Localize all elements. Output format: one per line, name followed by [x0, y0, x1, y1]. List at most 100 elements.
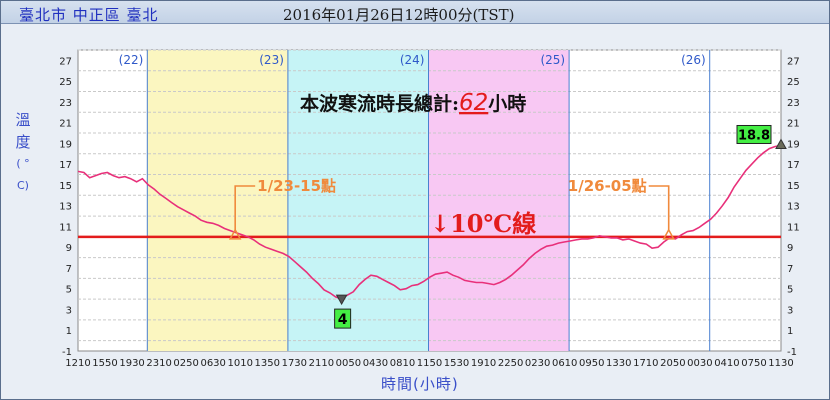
annotation-group: 1/23-15點 1/26-05點 4 18.8 本波寒流時長總計:62小時 ↓10℃線 [257, 90, 770, 328]
y-tick-right: 3 [787, 305, 793, 316]
x-tick: 1010 [228, 358, 253, 369]
station-location: 臺北市 中正區 臺北 [19, 6, 159, 24]
y-tick-right: 7 [787, 264, 793, 275]
x-tick: 0430 [363, 358, 388, 369]
x-tick: 2250 [498, 358, 523, 369]
x-tick: 0030 [687, 358, 712, 369]
marker-group [228, 124, 787, 329]
start-marker-bracket [234, 185, 256, 231]
threshold-label: ↓10℃線 [430, 209, 536, 238]
series-group [77, 144, 782, 300]
y-tick-right: 1 [787, 326, 793, 337]
y-tick-right: -1 [787, 347, 797, 358]
header-bar: 臺北市 中正區 臺北 2016年01月26日12時00分(TST) [1, 1, 829, 24]
x-tick: 1930 [119, 358, 144, 369]
day-label-3: (24) [400, 53, 425, 67]
y-tick-left: 9 [66, 243, 72, 254]
y-tick-left: 11 [59, 222, 72, 233]
end-marker-bracket [648, 185, 670, 231]
latest-marker-triangle [775, 138, 787, 149]
day-label-5: (26) [681, 53, 706, 67]
day-label-1: (22) [119, 53, 144, 67]
y-tick-right: 21 [787, 119, 800, 130]
x-tick: 1550 [92, 358, 117, 369]
y-tick-right: 27 [787, 56, 800, 67]
y-tick-left: 17 [59, 160, 72, 171]
start-marker-triangle [228, 228, 242, 240]
y-axis-label-char-2: 度 [15, 133, 31, 151]
y-tick-left: 7 [66, 264, 72, 275]
day-label-4: (25) [540, 53, 565, 67]
duration-annotation: 本波寒流時長總計:62小時 [300, 90, 526, 116]
x-tick: 0050 [336, 358, 361, 369]
x-axis-label: 時間(小時) [381, 375, 459, 393]
duration-value: 62 [459, 90, 488, 116]
observation-datetime: 2016年01月26日12時00分(TST) [283, 6, 515, 24]
x-tick: 1910 [471, 358, 496, 369]
y-axis-label-char-1: 溫 [15, 111, 31, 129]
day-band-1 [147, 50, 288, 351]
y-tick-right: 17 [787, 160, 800, 171]
duration-suffix: 小時 [488, 93, 526, 115]
x-tick: 1710 [633, 358, 658, 369]
x-tick: 0750 [741, 358, 766, 369]
min-badge-value: 4 [338, 312, 348, 328]
y-tick-left: 3 [66, 305, 72, 316]
y-tick-left: 1 [66, 326, 72, 337]
x-tick: 1530 [444, 358, 469, 369]
x-ticks: 1210 1550 1930 2310 0250 0630 1010 1350 1730 2110… [65, 358, 793, 369]
x-tick: 2310 [146, 358, 171, 369]
y-tick-left: 23 [59, 98, 72, 109]
y-tick-right: 15 [787, 181, 800, 192]
x-tick: 0950 [579, 358, 604, 369]
x-tick: 0810 [390, 358, 415, 369]
y-tick-right: 13 [787, 202, 800, 213]
y-tick-right: 19 [787, 139, 800, 150]
x-tick: 2050 [660, 358, 685, 369]
x-tick: 1730 [282, 358, 307, 369]
day-bands [147, 50, 570, 351]
min-marker-triangle [335, 294, 348, 306]
y-tick-left: 15 [59, 181, 72, 192]
x-tick: 0230 [525, 358, 550, 369]
x-tick: 0630 [200, 358, 225, 369]
day-dividers [146, 50, 711, 351]
latest-badge-box [736, 124, 772, 144]
y-tick-left: 27 [59, 56, 72, 67]
day-label-2: (23) [259, 53, 284, 67]
y-tick-left: -1 [62, 347, 72, 358]
duration-prefix: 本波寒流時長總計: [300, 92, 459, 115]
y-tick-left: 25 [59, 77, 72, 88]
y-tick-right: 23 [787, 98, 800, 109]
y-tick-right: 9 [787, 243, 793, 254]
x-tick: 0250 [173, 358, 198, 369]
day-band-3 [428, 50, 570, 351]
x-tick: 1130 [768, 358, 793, 369]
x-tick: 2110 [309, 358, 334, 369]
temperature-series-line [77, 144, 782, 300]
day-labels: (22) (23) (24) (25) (26) [119, 53, 706, 67]
y-tick-right: 25 [787, 77, 800, 88]
x-tick: 0410 [714, 358, 739, 369]
x-tick: 1210 [65, 358, 90, 369]
y-tick-left: 21 [59, 119, 72, 130]
end-marker-triangle [662, 228, 675, 240]
y-tick-left: 13 [59, 202, 72, 213]
y-axis-label: 溫 度 ( ° C) [11, 109, 35, 197]
latest-badge-value: 18.8 [738, 128, 770, 143]
end-marker-label: 1/26-05點 [568, 177, 647, 195]
grid-lines [78, 49, 781, 342]
start-marker-label: 1/23-15點 [257, 177, 336, 195]
x-tick: 1330 [606, 358, 631, 369]
day-band-2 [287, 50, 429, 351]
x-tick: 1350 [255, 358, 280, 369]
y-tick-right: 5 [787, 285, 793, 296]
x-tick: 1150 [417, 358, 442, 369]
min-badge-box [334, 308, 352, 329]
y-tick-right: 11 [787, 222, 800, 233]
y-axis-unit: ( ° C) [16, 157, 30, 192]
x-tick: 0610 [552, 358, 577, 369]
